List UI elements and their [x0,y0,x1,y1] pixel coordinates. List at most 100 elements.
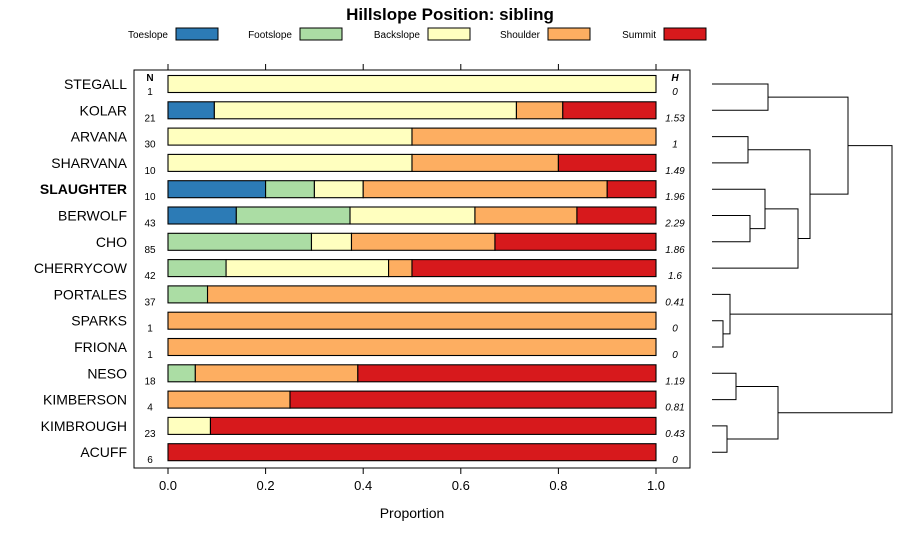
row-kimbrough: KIMBROUGH 23 0.43 [41,416,685,440]
row-n-value: 18 [144,376,156,387]
x-tick-label: 0.4 [354,478,372,493]
dendrogram-link [768,96,849,195]
row-n-value: 23 [144,429,156,440]
row-label: KIMBROUGH [41,418,127,434]
bar-segment-summit [494,232,657,251]
bar-segment-shoulder [411,153,559,172]
row-label: CHO [96,234,127,250]
bar-segment-shoulder [411,127,657,146]
row-h-value: 0.81 [665,403,684,414]
bar-segment-footslope [167,364,196,383]
row-n-value: 42 [144,271,156,282]
legend-swatch-backslope [427,27,471,41]
bar-segment-summit [411,259,657,278]
legend-swatch-toeslope [175,27,219,41]
row-h-value: 1 [672,140,678,151]
bar-segment-shoulder [167,337,657,357]
row-kolar: KOLAR 21 1.53 [80,101,685,124]
dendrogram-link [748,149,811,240]
bar-segment-shoulder [206,285,657,304]
dendrogram-link [727,385,779,440]
row-n-value: 1 [147,324,153,335]
bar-segment-shoulder [515,101,564,120]
row-h-value: 1.96 [665,192,685,203]
row-h-value: 0.43 [665,429,685,440]
row-label: CHERRYCOW [34,260,128,276]
legend-label-shoulder: Shoulder [500,30,541,41]
bar-segment-summit [167,443,657,462]
bar-segment-backslope [167,416,212,435]
row-h-value: 1.19 [665,376,685,387]
bar-segment-summit [357,364,657,383]
dendrogram-link [712,215,751,243]
bar-segment-backslope [349,206,476,225]
row-label: PORTALES [54,286,127,302]
row-cherrycow: CHERRYCOW 42 1.6 [34,259,682,282]
legend-swatch-shoulder [547,27,591,41]
bar-segment-summit [576,206,657,225]
bar-segment-toeslope [167,206,237,225]
row-cho: CHO 85 1.86 [96,232,685,256]
row-n-value: 85 [144,245,156,256]
dendrogram-link [712,372,737,401]
row-n-value: 1 [147,87,153,98]
bar-segment-shoulder [167,390,291,409]
legend-label-footslope: Footslope [248,30,292,41]
bar-segment-backslope [310,232,353,251]
row-label: ACUFF [80,444,127,460]
x-tick-label: 0.0 [159,478,177,493]
row-kimberson: KIMBERSON 4 0.81 [43,390,685,414]
bar-segment-footslope [265,180,315,199]
dendrogram-link [712,293,731,335]
bar-segment-summit [209,416,657,435]
x-axis-label: Proportion [380,505,445,521]
row-label: SLAUGHTER [40,181,127,197]
bar-segment-footslope [235,206,351,225]
chart-title: Hillslope Position: sibling [346,5,554,24]
row-n-value: 4 [147,403,153,414]
row-h-value: 0 [672,455,678,466]
row-label: BERWOLF [58,208,127,224]
row-n-value: 10 [144,192,156,203]
dendrogram-link [712,188,766,230]
row-h-value: 1.53 [665,113,685,124]
legend-swatch-footslope [299,27,343,41]
row-h-value: 1.86 [665,245,685,256]
x-tick-label: 0.6 [452,478,470,493]
legend: Toeslope Footslope Backslope Shoulder Summit [128,27,707,41]
row-h-value: 0 [672,350,678,361]
bar-segment-toeslope [167,180,267,199]
row-n-value: 6 [147,455,153,466]
row-n-value: 10 [144,166,156,177]
bar-segment-backslope [167,127,413,146]
row-label: KIMBERSON [43,392,127,408]
row-slaughter: SLAUGHTER 10 1.96 [40,180,685,203]
bar-segment-summit [557,153,657,172]
row-n-value: 30 [144,140,156,151]
bar-segment-summit [606,180,657,199]
bar-segment-backslope [225,259,390,278]
row-arvana: ARVANA 30 1 [71,127,678,151]
legend-swatch-summit [663,27,707,41]
row-label: FRIONA [74,339,128,355]
row-portales: PORTALES 37 0.41 [54,285,685,308]
dendrogram-link [712,425,728,453]
row-label: SPARKS [71,313,127,329]
row-sharvana: SHARVANA 10 1.49 [51,153,685,177]
dendrogram-link [712,136,749,164]
plot-frame [133,69,691,469]
x-tick-label: 0.2 [257,478,275,493]
row-friona: FRIONA 1 0 [74,337,678,361]
dendrogram-link [712,208,799,269]
bar-segment-shoulder [167,311,657,330]
bar-segment-backslope [313,180,364,199]
dendrogram-link [712,320,724,348]
dendrogram [712,83,893,453]
row-h-value: 0.41 [665,297,684,308]
legend-label-summit: Summit [622,30,656,41]
x-axis: 0.0 0.2 0.4 0.6 0.8 1.0 [159,64,665,493]
bar-segment-summit [289,390,657,409]
bar-segment-shoulder [388,259,413,278]
row-label: KOLAR [80,102,127,118]
